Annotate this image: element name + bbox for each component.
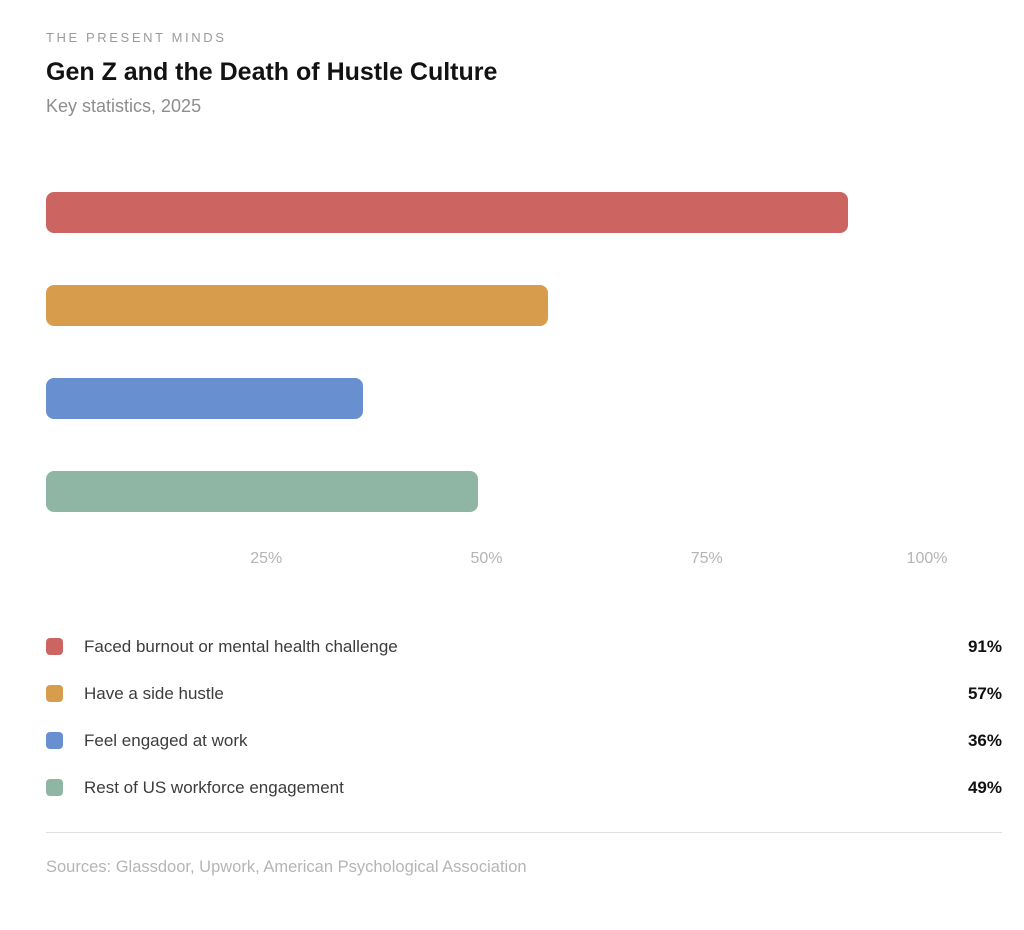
x-tick-label: 100% [906, 550, 948, 567]
x-tick-label: 25% [250, 550, 283, 567]
x-axis: 25% 50% 75% 100% [46, 550, 947, 568]
legend-swatch [46, 638, 63, 655]
legend-value: 57% [967, 683, 1002, 703]
legend-swatch [46, 779, 63, 796]
bar-1 [46, 285, 549, 326]
legend-label: Rest of US workforce engagement [84, 777, 344, 797]
legend-row: Have a side hustle 57% [46, 670, 1002, 717]
legend-row: Faced burnout or mental health challenge… [46, 623, 1002, 670]
bar-2 [46, 378, 364, 419]
page-subtitle: Key statistics, 2025 [46, 96, 202, 116]
x-tick-label: 50% [470, 550, 503, 567]
legend-label: Faced burnout or mental health challenge [84, 636, 398, 656]
legend-value: 91% [967, 636, 1002, 656]
chart-card: THE PRESENT MINDS Gen Z and the Death of… [46, 0, 1002, 877]
legend: Faced burnout or mental health challenge… [46, 623, 1002, 811]
bar-0 [46, 192, 848, 233]
legend-row: Rest of US workforce engagement 49% [46, 764, 1002, 811]
bar-plot [46, 192, 927, 512]
brand-eyebrow: THE PRESENT MINDS [46, 30, 227, 45]
legend-swatch [46, 732, 63, 749]
legend-value: 49% [967, 777, 1002, 797]
legend-label: Feel engaged at work [84, 730, 248, 750]
footer-divider [46, 832, 1002, 833]
legend-label: Have a side hustle [84, 683, 224, 703]
legend-value: 36% [967, 730, 1002, 750]
legend-swatch [46, 685, 63, 702]
sources-note: Sources: Glassdoor, Upwork, American Psy… [46, 858, 527, 876]
x-tick-label: 75% [690, 550, 723, 567]
legend-row: Feel engaged at work 36% [46, 717, 1002, 764]
bar-3 [46, 471, 478, 512]
page-title: Gen Z and the Death of Hustle Culture [46, 58, 498, 86]
